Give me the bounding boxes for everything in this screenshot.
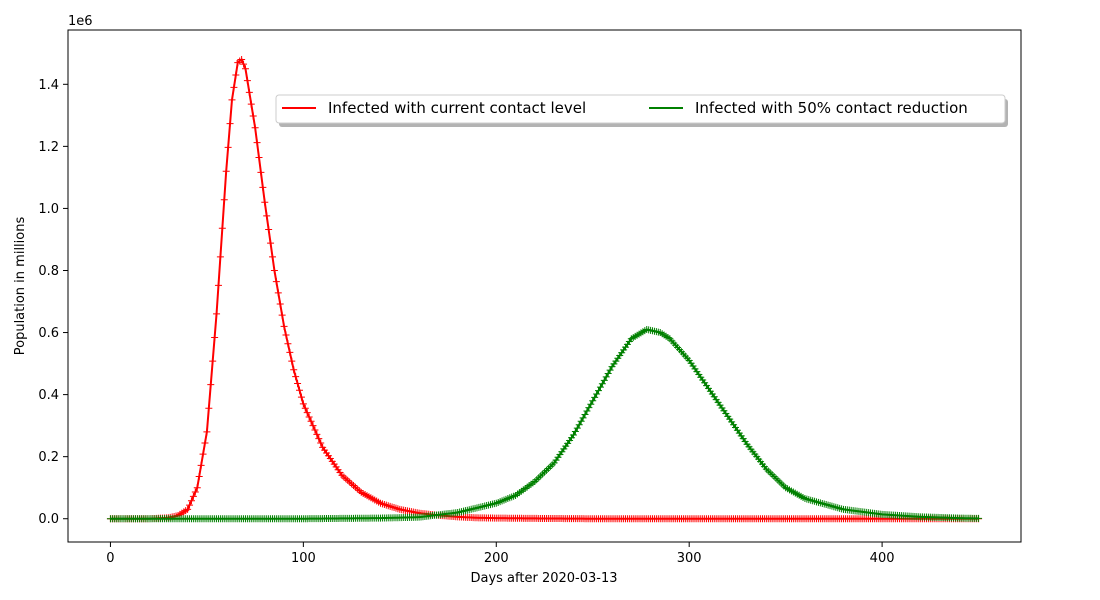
legend-label-current-contact: Infected with current contact level bbox=[328, 99, 586, 117]
legend-label-contact-reduction: Infected with 50% contact reduction bbox=[695, 99, 968, 117]
axes-frame bbox=[67, 29, 1022, 543]
series-markers bbox=[106, 325, 983, 523]
y-tick-label: 1.2 bbox=[38, 140, 59, 155]
y-tick-label: 0.0 bbox=[38, 512, 59, 527]
y-tick-label: 0.6 bbox=[38, 326, 59, 341]
x-axis-label: Days after 2020-03-13 bbox=[470, 571, 617, 586]
x-tick-label: 100 bbox=[291, 551, 316, 566]
x-tick-label: 0 bbox=[106, 551, 114, 566]
y-tick-label: 0.4 bbox=[38, 388, 59, 403]
x-tick-label: 300 bbox=[677, 551, 702, 566]
legend-box bbox=[275, 94, 1006, 124]
x-tick-label: 400 bbox=[870, 551, 895, 566]
axis-ticks: 0 100 200 300 400 0.0 0.2 0.4 0.6 0.8 1.0 1.2 1.4 bbox=[38, 78, 894, 566]
y-tick-label: 0.8 bbox=[38, 264, 59, 279]
x-tick-label: 200 bbox=[484, 551, 509, 566]
y-tick-label: 1.4 bbox=[38, 78, 59, 93]
y-axis-label: Population in millions bbox=[13, 217, 28, 356]
plot-area bbox=[106, 55, 983, 523]
y-tick-label: 1.0 bbox=[38, 202, 59, 217]
y-tick-label: 0.2 bbox=[38, 450, 59, 465]
y-offset-label: 1e6 bbox=[68, 14, 93, 29]
series-1 bbox=[106, 325, 983, 523]
legend: Infected with current contact level Infe… bbox=[275, 94, 1008, 127]
